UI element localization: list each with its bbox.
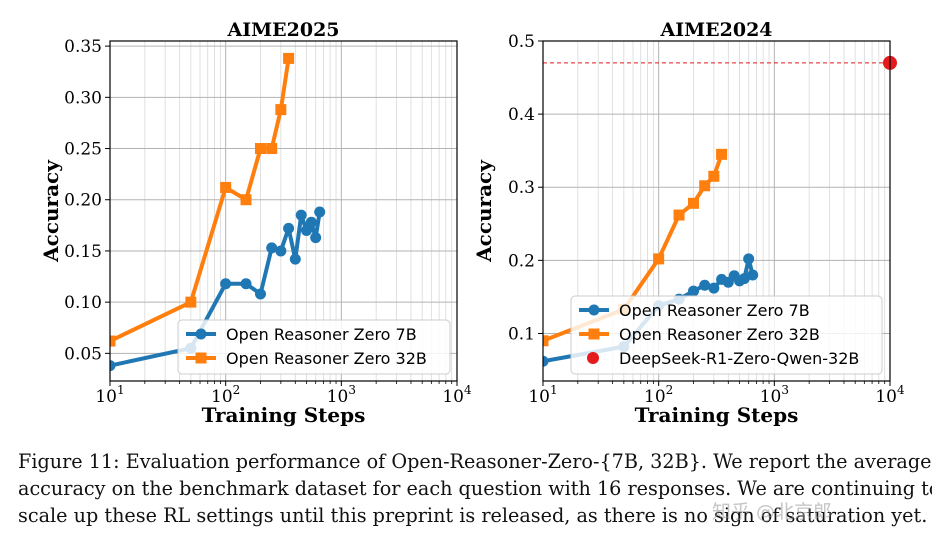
data-point <box>747 269 759 281</box>
data-point <box>543 335 549 347</box>
y-tick-label: 0.10 <box>64 293 102 313</box>
x-tick-label: 103 <box>760 383 789 407</box>
x-tick-label: 101 <box>528 383 557 407</box>
data-point <box>275 245 287 257</box>
figure-charts: 0.05 0.10 0.15 0.20 0.25 0.30 0.35 101 102 103 104… <box>39 19 905 427</box>
data-point <box>699 180 711 192</box>
y-tick-label: 0.30 <box>64 88 102 108</box>
data-point <box>738 273 750 285</box>
data-point <box>295 209 307 221</box>
caption-line-1: Figure 11: Evaluation performance of Ope… <box>18 450 932 473</box>
y-tick-label: 0.5 <box>508 32 535 52</box>
legend-box <box>570 295 883 375</box>
y-tick-label: 0.35 <box>64 37 102 57</box>
legend-box <box>177 319 451 375</box>
x-tick-label: 103 <box>327 383 356 407</box>
legend-label: Open Reasoner Zero 7B <box>226 325 417 344</box>
y-tick-label: 0.1 <box>508 324 535 344</box>
watermark-text: 知乎 @北京郎 <box>712 501 833 523</box>
axes-frame <box>109 40 458 382</box>
data-point <box>687 197 699 209</box>
data-point <box>743 253 755 265</box>
data-point <box>716 148 728 160</box>
legend: Open Reasoner Zero 7B Open Reasoner Zero … <box>177 319 451 375</box>
legend-label: Open Reasoner Zero 32B <box>226 349 427 368</box>
data-point <box>687 285 699 297</box>
chart-title: AIME2024 <box>659 19 772 41</box>
chart-panel-1: 0.05 0.10 0.15 0.20 0.25 0.30 0.35 101 102 103 104… <box>39 19 472 427</box>
y-tick-label: 0.3 <box>508 178 535 198</box>
y-axis-label: Accuracy <box>472 159 496 263</box>
legend-item: Open Reasoner Zero 32B <box>186 349 427 368</box>
data-point <box>673 209 685 221</box>
data-point <box>653 253 665 265</box>
series-line <box>110 58 291 343</box>
data-point <box>314 206 326 218</box>
y-axis-label: Accuracy <box>39 159 63 263</box>
legend-item: Open Reasoner Zero 32B <box>579 325 820 344</box>
y-tick-label: 0.2 <box>508 251 535 271</box>
data-point <box>275 104 287 116</box>
x-axis-label: Training Steps <box>635 403 799 427</box>
x-tick-label: 101 <box>95 383 124 407</box>
data-point <box>543 355 549 367</box>
y-tick-label: 0.25 <box>64 140 102 160</box>
chart-title: AIME2025 <box>226 19 339 41</box>
data-point <box>185 296 197 308</box>
data-point <box>266 143 278 155</box>
data-point <box>266 242 278 254</box>
series-square <box>110 52 295 347</box>
legend-marker <box>588 304 600 316</box>
x-axis-label: Training Steps <box>202 403 366 427</box>
data-point <box>220 278 232 290</box>
legend-item: Open Reasoner Zero 7B <box>186 325 417 344</box>
legend: Open Reasoner Zero 7B Open Reasoner Zero … <box>570 295 883 375</box>
axes-frame <box>542 40 891 382</box>
x-tick-label: 104 <box>875 383 905 407</box>
legend-marker <box>195 352 207 364</box>
data-point <box>283 52 295 64</box>
legend-label: Open Reasoner Zero 7B <box>619 301 810 320</box>
data-point <box>240 194 252 206</box>
data-point <box>289 253 301 265</box>
y-tick-label: 0.15 <box>64 242 102 262</box>
legend-marker <box>195 328 207 340</box>
x-tick-label: 104 <box>442 383 472 407</box>
legend-item: DeepSeek-R1-Zero-Qwen-32B <box>587 349 859 368</box>
legend-marker <box>587 352 599 364</box>
caption-line-3: scale up these RL settings until this pr… <box>18 504 928 527</box>
y-tick-label: 0.05 <box>64 344 102 364</box>
figure-caption: Figure 11: Evaluation performance of Ope… <box>18 448 932 529</box>
data-point <box>220 181 232 193</box>
data-point <box>110 335 116 347</box>
data-point <box>305 216 317 228</box>
legend-item: Open Reasoner Zero 7B <box>579 301 810 320</box>
y-tick-label: 0.20 <box>64 191 102 211</box>
y-tick-label: 0.4 <box>508 105 535 125</box>
x-tick-label: 102 <box>644 383 673 407</box>
data-point <box>110 360 116 372</box>
data-point <box>254 143 266 155</box>
x-tick-label: 102 <box>211 383 240 407</box>
caption-line-2: accuracy on the benchmark dataset for ea… <box>18 477 932 500</box>
data-point <box>254 288 266 300</box>
chart-panel-2: 0.1 0.2 0.3 0.4 0.5 101 102 103 104 AIME2024 Train… <box>472 19 905 427</box>
data-point <box>699 279 711 291</box>
data-point <box>708 282 720 294</box>
data-point <box>240 278 252 290</box>
legend-label: DeepSeek-R1-Zero-Qwen-32B <box>619 349 859 368</box>
data-point <box>708 170 720 182</box>
data-point <box>310 232 322 244</box>
data-point <box>283 222 295 234</box>
legend-marker <box>588 328 600 340</box>
legend-label: Open Reasoner Zero 32B <box>619 325 820 344</box>
data-point <box>301 224 313 236</box>
